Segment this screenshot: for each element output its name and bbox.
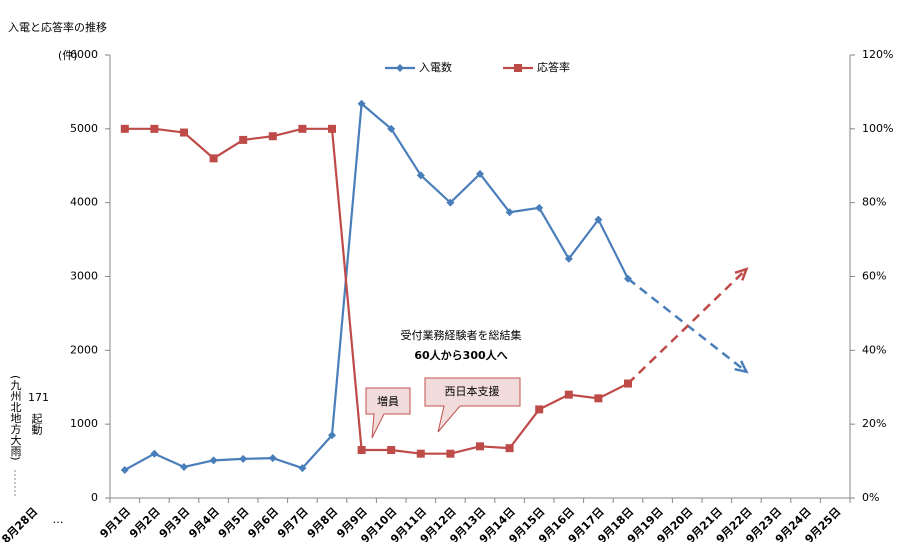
point [239,454,248,463]
point [476,169,484,178]
event-note: 起動 [30,413,43,436]
point [387,446,396,455]
series-line [124,127,629,455]
callout-box [365,387,411,439]
y2-tick-label: 100% [862,122,893,135]
y2-tick-label: 0% [862,491,879,504]
y2-tick-label: 40% [862,343,886,356]
point [416,449,425,458]
point [268,132,277,141]
y2-tick-label: 80% [862,196,886,209]
point [594,394,603,403]
callout-box [424,377,521,433]
y2-tick-label: 20% [862,417,886,430]
point [564,254,573,263]
x-tick-label: 9月8日 [305,505,341,541]
point [594,215,603,224]
point [180,128,188,137]
point [387,124,396,133]
chart-title: 入電と応答率の推移 [8,20,107,34]
event-note: (九州北地方大雨) [9,375,22,461]
point [535,405,544,414]
point [357,99,366,108]
point [120,465,129,474]
point [268,454,277,463]
y-tick-label: 1000 [70,417,98,430]
x-tick-label: 9月6日 [245,505,281,541]
point [298,464,307,473]
annotation-bg [360,322,560,370]
x-tick-label: 9月3日 [157,505,193,541]
annotation: 60人から300人へ [414,348,507,362]
legend-label: 入電数 [419,61,452,74]
trend-line [627,268,748,385]
point [328,124,336,133]
legend-label: 応答率 [537,60,570,74]
annotation: 受付業務経験者を総結集 [401,328,522,342]
point [535,203,544,212]
y-tick-label: 5000 [70,122,98,135]
y-tick-label: 4000 [70,196,98,209]
point [180,462,188,471]
x-tick-label: 9月5日 [216,505,252,541]
point [239,135,248,144]
legend-marker [514,64,522,72]
point [446,198,455,207]
point [150,449,159,458]
point [150,124,159,133]
point [446,449,455,458]
y2-tick-label: 120% [862,48,893,61]
point [209,154,218,163]
event-note: 171 [28,391,49,404]
y-tick-label: 2000 [70,343,98,356]
point [120,124,129,133]
x-tick-label: 9月2日 [127,505,163,541]
y-axis-label: (件) [58,49,78,62]
y2-tick-label: 60% [862,270,886,283]
point [416,171,425,180]
point [505,444,514,453]
x-tick-label: 8月28日 [0,505,40,542]
callout: 増員 [377,395,399,408]
x-tick-label: 9月7日 [275,505,311,541]
callout: 西日本支援 [445,384,500,398]
y-tick-label: 0 [91,491,98,504]
legend-marker [396,64,404,72]
series-line [124,101,629,471]
y-tick-label: 3000 [70,270,98,283]
trend-arrow [734,267,749,281]
trend-arrow [734,360,749,374]
point [328,431,336,440]
x-tick-label: 9月4日 [186,505,222,541]
point [564,390,573,399]
point [209,456,218,465]
point [476,442,484,451]
point [357,446,366,455]
y-tick-label: 6000 [70,48,98,61]
point [505,208,514,217]
x-tick-label: … [53,513,64,526]
point [298,124,307,133]
x-tick-label: 9月1日 [97,505,133,541]
